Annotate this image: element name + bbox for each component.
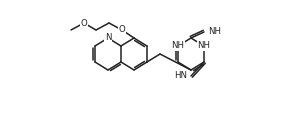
Text: O: O [81, 18, 87, 27]
Text: N: N [105, 33, 111, 42]
Text: NH: NH [208, 27, 221, 36]
Text: O: O [119, 26, 125, 35]
Text: NH: NH [197, 42, 211, 51]
Text: HN: HN [174, 71, 187, 79]
Text: NH: NH [171, 42, 184, 51]
